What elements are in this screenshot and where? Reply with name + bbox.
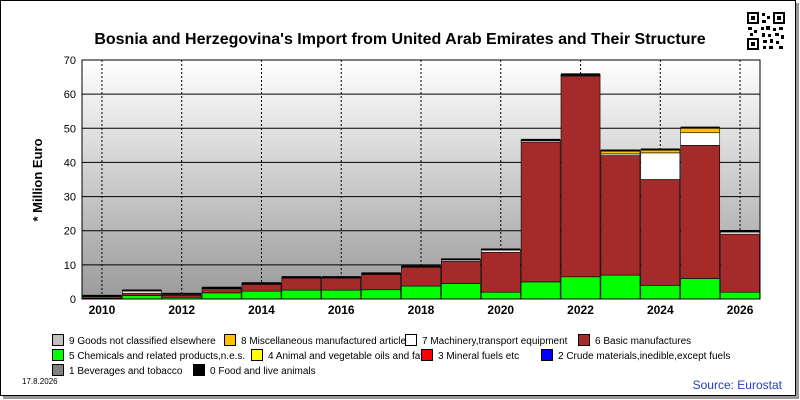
bar-segment	[321, 289, 362, 300]
legend-swatch	[193, 364, 205, 376]
y-tick-label: 30	[64, 192, 76, 204]
legend-swatch	[405, 334, 417, 346]
x-tick-label: 2010	[89, 303, 116, 317]
y-tick-label: 10	[64, 260, 76, 272]
legend-label: 1 Beverages and tobacco	[69, 366, 183, 377]
y-tick-label: 50	[64, 123, 76, 135]
legend-swatch	[52, 349, 64, 361]
bar-segment	[401, 266, 441, 287]
bar-segment	[520, 281, 561, 300]
bar-segment	[680, 278, 721, 300]
bar-segment	[441, 261, 481, 284]
x-tick-label: 2026	[727, 303, 754, 317]
bar-segment	[241, 284, 282, 292]
bar-segment	[281, 289, 322, 300]
legend-swatch	[224, 334, 236, 346]
legend-label: 6 Basic manufactures	[595, 336, 692, 347]
legend-label: 4 Animal and vegetable oils and fats	[268, 351, 429, 362]
source-note: Source: Eurostat	[692, 378, 782, 392]
bar-segment	[520, 141, 561, 283]
date-stamp: 17.8.2026	[22, 377, 58, 386]
legend-item: 1 Beverages and tobacco	[52, 364, 182, 378]
legend-item: 2 Crude materials,inedible,except fuels	[541, 349, 730, 363]
x-tick-label: 2018	[408, 303, 435, 317]
legend-label: 0 Food and live animals	[210, 366, 316, 377]
legend-swatch	[251, 349, 263, 361]
bar-segment	[121, 295, 162, 300]
x-tick-label: 2020	[487, 303, 514, 317]
bar-segment	[560, 75, 601, 278]
legend-item: 8 Miscellaneous manufactured articles	[224, 334, 411, 348]
bar-segment	[201, 288, 242, 294]
bar-segment	[680, 132, 721, 146]
legend-label: 2 Crude materials,inedible,except fuels	[558, 351, 731, 362]
bar-segment	[680, 145, 721, 279]
bar-segment	[441, 283, 481, 300]
legend-item: 4 Animal and vegetable oils and fats	[251, 349, 428, 363]
legend-label: 3 Mineral fuels etc	[438, 351, 520, 362]
bar-segment	[321, 277, 362, 291]
legend-item: 5 Chemicals and related products,n.e.s.	[52, 349, 245, 363]
legend-item: 3 Mineral fuels etc	[421, 349, 519, 363]
legend-label: 5 Chemicals and related products,n.e.s.	[69, 351, 246, 362]
bar-segment	[241, 290, 282, 300]
bar-segment	[161, 294, 202, 298]
x-tick-label: 2022	[567, 303, 594, 317]
legend-item: 6 Basic manufactures	[578, 334, 691, 348]
y-tick-label: 0	[70, 294, 76, 306]
bar-segment	[480, 291, 521, 300]
x-tick-label: 2012	[168, 303, 195, 317]
legend-label: 8 Miscellaneous manufactured articles	[241, 336, 412, 347]
bar-segment	[361, 274, 401, 291]
y-tick-label: 20	[64, 226, 76, 238]
bar-segment	[640, 179, 681, 286]
bar-segment	[600, 155, 641, 276]
x-tick-label: 2016	[328, 303, 355, 317]
legend-item: 7 Machinery,transport equipment	[405, 334, 567, 348]
bar-segment	[720, 291, 760, 300]
legend-swatch	[52, 334, 64, 346]
y-tick-label: 40	[64, 157, 76, 169]
bar-segment	[720, 231, 760, 235]
bar-segment	[201, 292, 242, 300]
plot-border	[81, 59, 761, 300]
bar-segment	[600, 274, 641, 300]
bar-segment	[121, 292, 162, 296]
legend-item: 9 Goods not classified elsewhere	[52, 334, 216, 348]
bar-segment	[640, 285, 681, 300]
bar-segment	[361, 289, 401, 300]
legend-swatch	[52, 364, 64, 376]
legend-swatch	[421, 349, 433, 361]
bar-segment	[480, 251, 521, 293]
x-tick-label: 2014	[248, 303, 275, 317]
x-tick-label: 2024	[647, 303, 674, 317]
bar-segment	[720, 233, 760, 293]
legend-item: 0 Food and live animals	[193, 364, 316, 378]
y-tick-label: 70	[64, 55, 76, 67]
legend-swatch	[541, 349, 553, 361]
legend-swatch	[578, 334, 590, 346]
qr-code-icon	[746, 11, 786, 51]
bar-segment	[401, 285, 441, 300]
legend-label: 7 Machinery,transport equipment	[422, 336, 568, 347]
bar-segment	[640, 152, 681, 180]
bar-segment	[560, 276, 601, 300]
y-tick-label: 60	[64, 89, 76, 101]
bar-segment	[281, 277, 322, 291]
legend-label: 9 Goods not classified elsewhere	[69, 336, 216, 347]
chart-title: Bosnia and Herzegovina's Import from Uni…	[94, 31, 706, 48]
y-axis-label: * Million Euro	[30, 138, 45, 221]
